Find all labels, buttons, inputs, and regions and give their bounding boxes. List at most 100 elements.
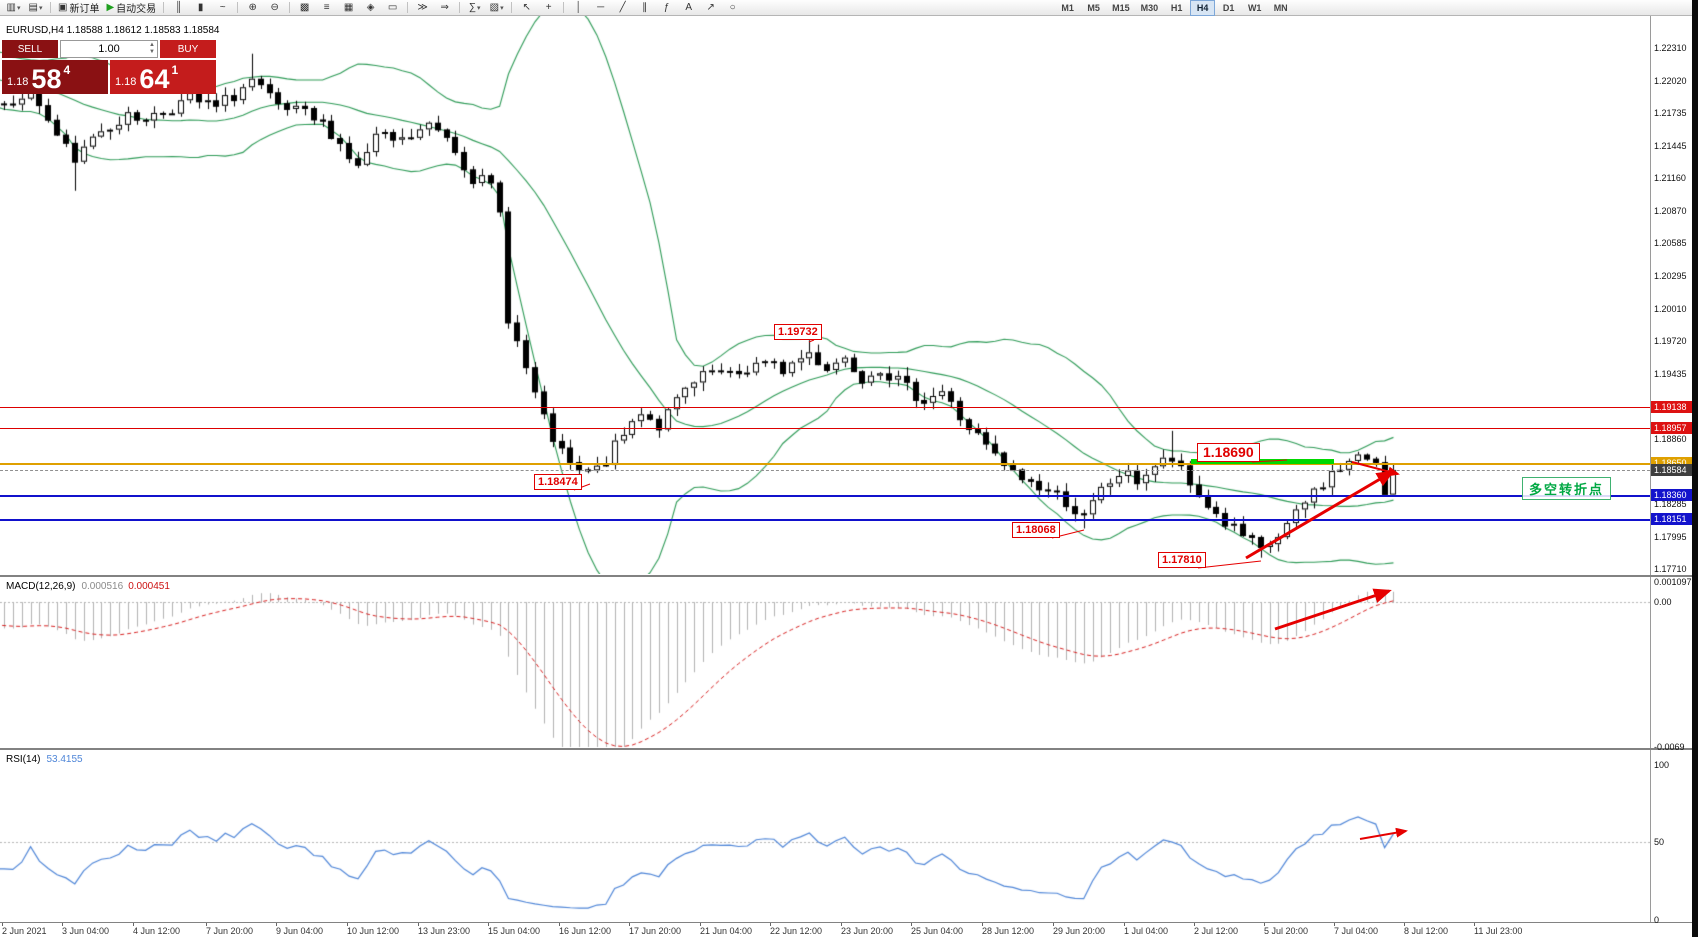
macd-canvas[interactable] <box>0 578 1650 748</box>
price-axis[interactable]: 1.22310 1.22020 1.21735 1.21445 1.21160 1.208… <box>1650 16 1693 575</box>
horizontal-line[interactable] <box>0 519 1650 521</box>
macd-axis[interactable]: 0.001097 0.00 -0.0069 <box>1650 577 1693 752</box>
candle-chart-button[interactable]: ▮ <box>190 0 211 16</box>
rsi-axis[interactable]: 100 50 0 <box>1650 750 1693 925</box>
time-tick <box>841 923 842 926</box>
buy-price-main: 64 <box>139 64 170 94</box>
ellipse-button[interactable]: ○ <box>722 0 743 16</box>
time-label: 23 Jun 20:00 <box>841 926 894 936</box>
bar-chart-button[interactable]: ║ <box>168 0 189 16</box>
horizontal-line-button[interactable]: ─ <box>590 0 611 16</box>
main-toolbar: ▥ ▾ ▤ ▾ ▣ 新订单 ▶ 自动交易 ║ ▮ ~ ⊕ ⊖ ▩ ≡ ▦ ◈ ▭ ≫ ⇒ ∑ ▾ ▧ ▾ ↖ + │ ─ ╱ ∥ ƒ A ↗ ○ M… <box>0 0 1698 16</box>
channel-icon: ∥ <box>642 1 648 13</box>
price-tick: 1.20295 <box>1654 271 1687 282</box>
buy-quote-button[interactable]: 1.18 64 1 <box>110 60 216 94</box>
price-chart-canvas[interactable] <box>0 16 1650 574</box>
sell-price-prefix: 1.18 <box>7 76 29 88</box>
time-label: 13 Jun 23:00 <box>418 926 471 936</box>
volume-up-icon[interactable]: ▲ <box>149 42 155 48</box>
timeframe-mn-button[interactable]: MN <box>1273 2 1288 13</box>
terminal-button[interactable]: ▭ <box>382 0 403 16</box>
horizontal-line[interactable] <box>0 428 1650 429</box>
market-watch-button[interactable]: ≡ <box>316 0 337 16</box>
new-chart-button-caret-icon: ▾ <box>16 4 21 12</box>
horizontal-line[interactable] <box>0 407 1650 408</box>
sell-quote-button[interactable]: 1.18 58 4 <box>2 60 108 94</box>
time-tick <box>206 923 207 926</box>
new-order-icon: ▣ <box>58 1 68 13</box>
toolbar-separator <box>50 2 51 13</box>
navigator-button[interactable]: ◈ <box>360 0 381 16</box>
line-chart-button[interactable]: ~ <box>212 0 233 16</box>
time-tick <box>347 923 348 926</box>
fibonacci-button[interactable]: ƒ <box>656 0 677 16</box>
autotrading-button-label: 自动交易 <box>116 4 157 15</box>
horizontal-line[interactable] <box>0 495 1650 497</box>
vertical-line-button[interactable]: │ <box>568 0 589 16</box>
channel-button[interactable]: ∥ <box>634 0 655 16</box>
buy-button[interactable]: BUY <box>160 40 216 58</box>
time-label: 7 Jun 20:00 <box>206 926 254 936</box>
price-callout[interactable]: 1.17810 <box>1158 552 1206 568</box>
indicators-button[interactable]: ∑ ▾ <box>464 0 485 16</box>
time-label: 16 Jun 12:00 <box>559 926 612 936</box>
trendline-button[interactable]: ╱ <box>612 0 633 16</box>
time-tick <box>911 923 912 926</box>
crosshair-button[interactable]: + <box>538 0 559 16</box>
autoscroll-button[interactable]: ≫ <box>412 0 433 16</box>
new-order-button[interactable]: ▣ 新订单 <box>55 0 102 16</box>
zoom-out-button[interactable]: ⊖ <box>264 0 285 16</box>
toolbar-separator <box>289 2 291 13</box>
price-callout[interactable]: 1.19732 <box>774 324 822 340</box>
toolbar-separator <box>511 2 513 13</box>
price-callout[interactable]: 1.18474 <box>534 474 582 490</box>
price-chart-panel: EURUSD,H4 1.18588 1.18612 1.18583 1.1858… <box>0 16 1698 575</box>
time-label: 2 Jul 12:00 <box>1194 926 1239 936</box>
data-window-button[interactable]: ▦ <box>338 0 359 16</box>
rsi-canvas[interactable] <box>0 751 1650 923</box>
time-label: 11 Jul 23:00 <box>1474 926 1523 936</box>
price-callout[interactable]: 1.18068 <box>1012 522 1060 538</box>
templates-button[interactable]: ▧ ▾ <box>486 0 507 16</box>
macd-tick: 0.001097 <box>1654 577 1692 587</box>
horizontal-line[interactable] <box>0 463 1650 465</box>
price-tick: 1.20870 <box>1654 206 1687 217</box>
candle-chart-icon: ▮ <box>197 1 204 13</box>
volume-down-icon[interactable]: ▼ <box>149 49 155 55</box>
arrow-tool-button[interactable]: ↗ <box>700 0 721 16</box>
price-callout[interactable]: 1.18690 <box>1197 443 1260 462</box>
sell-button[interactable]: SELL <box>2 40 58 58</box>
timeframe-d1-button[interactable]: D1 <box>1222 2 1235 13</box>
zoom-in-button[interactable]: ⊕ <box>242 0 263 16</box>
timeframe-m1-button[interactable]: M1 <box>1061 2 1074 13</box>
tile-windows-button[interactable]: ▩ <box>294 0 315 16</box>
rsi-tick: 0 <box>1654 914 1660 925</box>
volume-stepper[interactable]: 1.00 ▲ ▼ <box>60 40 158 58</box>
time-axis[interactable]: 2 Jun 2021 3 Jun 04:00 4 Jun 12:00 7 Jun 20… <box>0 922 1698 937</box>
time-tick <box>1404 923 1405 926</box>
cursor-button[interactable]: ↖ <box>516 0 537 16</box>
timeframe-m15-button[interactable]: M15 <box>1112 2 1130 13</box>
autotrading-button[interactable]: ▶ 自动交易 <box>103 0 159 16</box>
new-chart-button[interactable]: ▥ ▾ <box>3 0 24 16</box>
timeframe-h4-button[interactable]: H4 <box>1190 0 1216 16</box>
zoom-out-icon: ⊖ <box>270 1 279 13</box>
timeframe-w1-button[interactable]: W1 <box>1247 2 1262 13</box>
chart-shift-button[interactable]: ⇒ <box>434 0 455 16</box>
toolbar-separator <box>563 2 565 13</box>
new-chart-icon: ▥ <box>6 1 16 13</box>
turning-point-label[interactable]: 多空转折点 <box>1522 477 1612 500</box>
toolbar-separator <box>237 2 239 13</box>
profiles-button[interactable]: ▤ ▾ <box>25 0 46 16</box>
time-tick <box>62 923 63 926</box>
timeframe-h1-button[interactable]: H1 <box>1170 2 1183 13</box>
horizontal-line-icon: ─ <box>597 1 605 13</box>
arrow-tool-icon: ↗ <box>706 1 715 13</box>
text-button[interactable]: A <box>678 0 699 16</box>
timeframe-m30-button[interactable]: M30 <box>1140 2 1159 13</box>
macd-tick: 0.00 <box>1654 597 1672 608</box>
templates-icon: ▧ <box>489 1 500 13</box>
indicators-button-caret-icon: ▾ <box>476 4 481 12</box>
timeframe-m5-button[interactable]: M5 <box>1087 2 1100 13</box>
